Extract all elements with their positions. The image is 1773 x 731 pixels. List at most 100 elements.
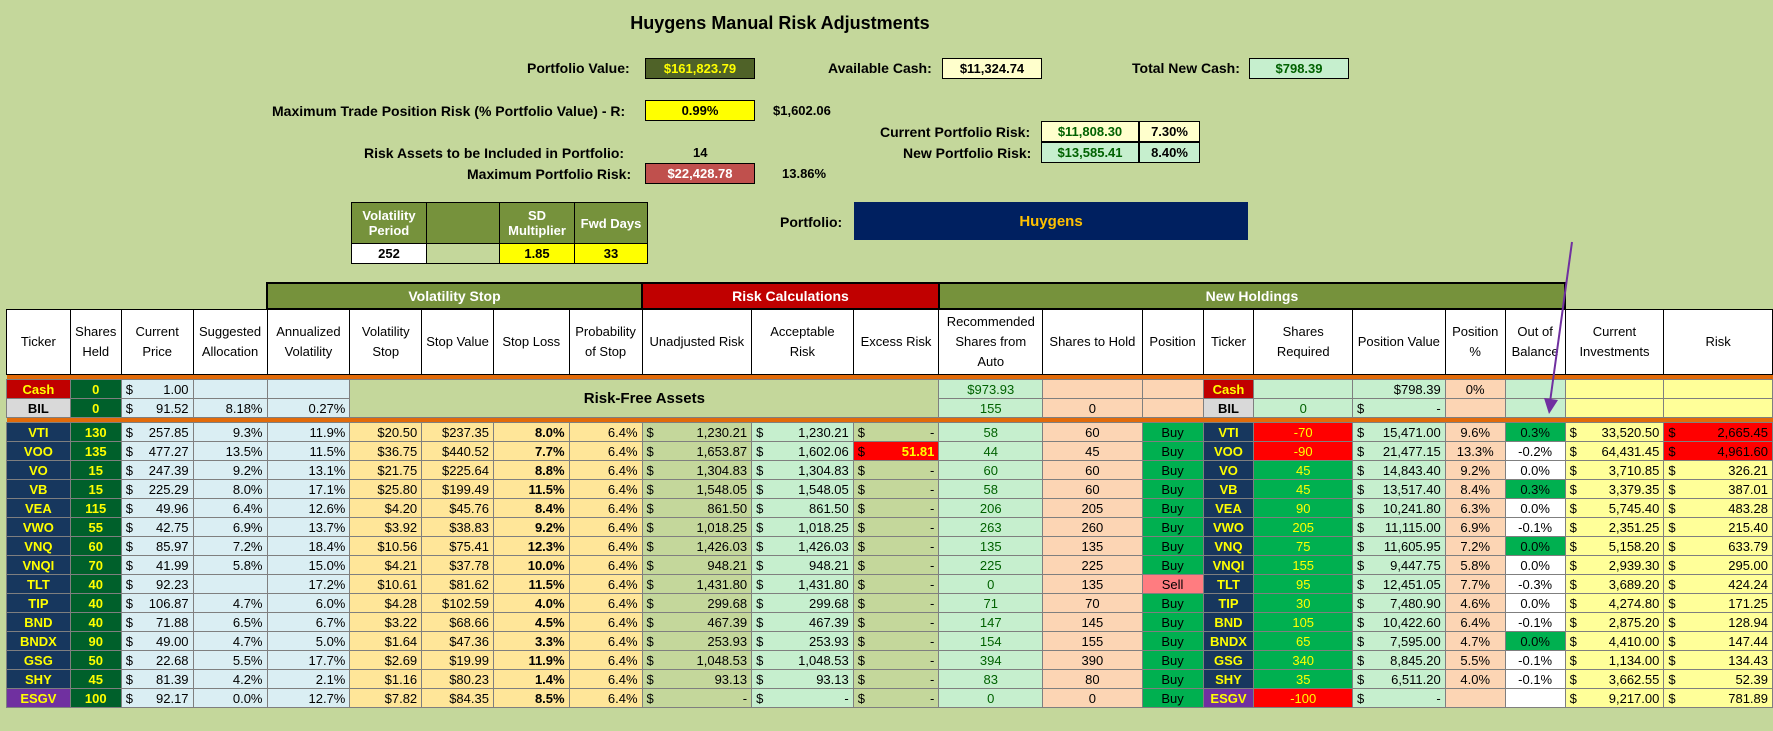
probability-cell: 6.4% xyxy=(568,517,643,537)
shares-held-cell[interactable]: 15 xyxy=(69,479,122,499)
position-pct-cell: 6.3% xyxy=(1444,498,1506,518)
risk-cell: $781.89 xyxy=(1663,688,1773,708)
bil-price: $91.52 xyxy=(120,398,194,418)
shares-to-hold-cell[interactable]: 205 xyxy=(1042,498,1143,518)
position-pct-cell: 6.9% xyxy=(1444,517,1506,537)
shares-held-cell[interactable]: 90 xyxy=(69,631,122,651)
fwd-days-value[interactable]: 33 xyxy=(574,243,648,264)
position-cell: Buy xyxy=(1141,422,1204,442)
total-new-cash[interactable]: $798.39 xyxy=(1249,58,1349,79)
shares-held-cell[interactable]: 55 xyxy=(69,517,122,537)
shares-to-hold-cell[interactable]: 60 xyxy=(1042,422,1143,442)
shares-to-hold-cell[interactable]: 390 xyxy=(1042,650,1143,670)
column-header: Stop Value xyxy=(421,308,494,375)
recommended-shares-cell: 394 xyxy=(938,650,1044,670)
portfolio-name[interactable]: Huygens xyxy=(854,202,1248,240)
acceptable-risk-cell: $1,548.05 xyxy=(751,479,854,499)
bil-shares[interactable]: 0 xyxy=(69,398,122,418)
current-price-cell: $71.88 xyxy=(120,612,194,632)
excess-risk-cell: $ - xyxy=(852,593,940,613)
bil-hold[interactable]: 0 xyxy=(1042,398,1143,418)
suggested-allocation-cell: 4.2% xyxy=(192,669,268,689)
stop-value-cell: $225.64 xyxy=(421,460,494,480)
current-price-cell: $81.39 xyxy=(120,669,194,689)
shares-held-cell[interactable]: 60 xyxy=(69,536,122,556)
position-value-cell: $15,471.00 xyxy=(1351,422,1446,442)
shares-to-hold-cell[interactable]: 70 xyxy=(1042,593,1143,613)
shares-held-cell[interactable]: 40 xyxy=(69,612,122,632)
position-pct-cell: 5.5% xyxy=(1444,650,1506,670)
stop-value-cell: $80.23 xyxy=(421,669,494,689)
max-portfolio-risk-label: Maximum Portfolio Risk: xyxy=(467,166,632,182)
available-cash[interactable]: $11,324.74 xyxy=(942,58,1042,79)
column-header: Out of Balance xyxy=(1504,308,1566,375)
unadjusted-risk-cell: $861.50 xyxy=(641,498,753,518)
annualized-volatility-cell: 11.5% xyxy=(266,441,351,461)
shares-to-hold-cell[interactable]: 260 xyxy=(1042,517,1143,537)
shares-to-hold-cell[interactable]: 135 xyxy=(1042,574,1143,594)
risk-assets-label: Risk Assets to be Included in Portfolio: xyxy=(364,145,625,161)
cash-hold xyxy=(1042,379,1143,399)
shares-held-cell[interactable]: 15 xyxy=(69,460,122,480)
shares-to-hold-cell[interactable]: 60 xyxy=(1042,479,1143,499)
probability-cell: 6.4% xyxy=(568,441,643,461)
ticker-cell: VNQI xyxy=(6,555,71,575)
shares-required-cell: 95 xyxy=(1253,574,1353,594)
cash-shares[interactable]: 0 xyxy=(69,379,122,399)
shares-held-cell[interactable]: 40 xyxy=(69,593,122,613)
max-trade-risk-pct[interactable]: 0.99% xyxy=(645,100,755,121)
position-pct-cell: 5.8% xyxy=(1444,555,1506,575)
shares-to-hold-cell[interactable]: 60 xyxy=(1042,460,1143,480)
sd-multiplier-value[interactable]: 1.85 xyxy=(499,243,575,264)
recommended-shares-cell: 154 xyxy=(938,631,1044,651)
ticker-cell: VOO xyxy=(6,441,71,461)
column-header: Current Price xyxy=(120,308,194,375)
position-pct-cell: 7.7% xyxy=(1444,574,1506,594)
shares-required-cell: 45 xyxy=(1253,460,1353,480)
shares-held-cell[interactable]: 40 xyxy=(69,574,122,594)
current-investments-cell: $33,520.50 xyxy=(1564,422,1665,442)
shares-to-hold-cell[interactable]: 155 xyxy=(1042,631,1143,651)
position-value-cell: $21,477.15 xyxy=(1351,441,1446,461)
volatility-period-value[interactable]: 252 xyxy=(351,243,427,264)
shares-to-hold-cell[interactable]: 80 xyxy=(1042,669,1143,689)
table-row: VO 15 $247.39 9.2% 13.1% $21.75 $225.64 8.8% 6.4… xyxy=(6,460,1773,480)
excess-risk-cell: $ - xyxy=(852,574,940,594)
cash-rec: $973.93 xyxy=(938,379,1044,399)
shares-held-cell[interactable]: 50 xyxy=(69,650,122,670)
acceptable-risk-cell: $93.13 xyxy=(751,669,854,689)
shares-held-cell[interactable]: 130 xyxy=(69,422,122,442)
volatility-stop-cell: $4.20 xyxy=(349,498,423,518)
excess-risk-cell: $ - xyxy=(852,631,940,651)
shares-held-cell[interactable]: 115 xyxy=(69,498,122,518)
ticker-2-cell: BNDX xyxy=(1202,631,1255,651)
position-pct-cell: 4.7% xyxy=(1444,631,1506,651)
shares-to-hold-cell[interactable]: 225 xyxy=(1042,555,1143,575)
shares-held-cell[interactable]: 70 xyxy=(69,555,122,575)
new-risk-label: New Portfolio Risk: xyxy=(903,145,1032,161)
shares-held-cell[interactable]: 100 xyxy=(69,688,122,708)
table-row: SHY 45 $81.39 4.2% 2.1% $1.16 $80.23 1.4% 6.4% $9… xyxy=(6,669,1773,689)
shares-held-cell[interactable]: 45 xyxy=(69,669,122,689)
ticker-2-cell: VOO xyxy=(1202,441,1255,461)
shares-to-hold-cell[interactable]: 135 xyxy=(1042,536,1143,556)
shares-to-hold-cell[interactable]: 0 xyxy=(1042,688,1143,708)
group-risk-calculations: Risk Calculations xyxy=(641,282,940,310)
column-header: Shares Required xyxy=(1253,308,1353,375)
shares-to-hold-cell[interactable]: 45 xyxy=(1042,441,1143,461)
annualized-volatility-cell: 15.0% xyxy=(266,555,351,575)
shares-to-hold-cell[interactable]: 145 xyxy=(1042,612,1143,632)
column-header: Position % xyxy=(1444,308,1506,375)
shares-held-cell[interactable]: 135 xyxy=(69,441,122,461)
portfolio-value[interactable]: $161,823.79 xyxy=(645,58,755,79)
risk-cell: $52.39 xyxy=(1663,669,1773,689)
group-new-holdings: New Holdings xyxy=(937,282,1567,310)
volatility-stop-cell: $20.50 xyxy=(349,422,423,442)
acceptable-risk-cell: $861.50 xyxy=(751,498,854,518)
suggested-allocation-cell: 8.0% xyxy=(192,479,268,499)
column-header: Probability of Stop xyxy=(568,308,643,375)
out-of-balance-cell: -0.1% xyxy=(1504,517,1566,537)
current-price-cell: $42.75 xyxy=(120,517,194,537)
position-cell: Buy xyxy=(1141,479,1204,499)
bil-ci xyxy=(1564,398,1665,418)
